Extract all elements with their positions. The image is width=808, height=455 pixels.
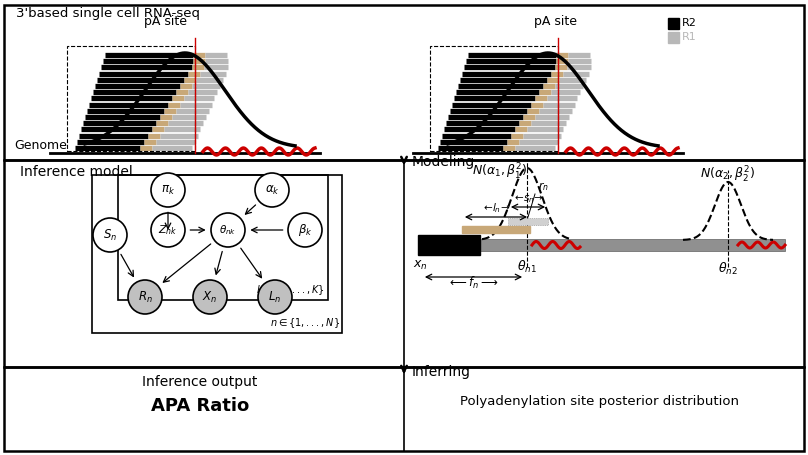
Text: R1: R1 <box>682 32 696 42</box>
Text: pA site: pA site <box>533 15 576 28</box>
Text: $\alpha_k$: $\alpha_k$ <box>264 183 280 197</box>
Text: APA Ratio: APA Ratio <box>151 397 249 415</box>
Bar <box>668 32 679 43</box>
Text: R2: R2 <box>682 18 696 28</box>
Circle shape <box>288 213 322 247</box>
Circle shape <box>211 213 245 247</box>
Bar <box>668 18 679 29</box>
Text: $\theta_{nk}$: $\theta_{nk}$ <box>219 223 237 237</box>
Text: $n \in \{1,...,N\}$: $n \in \{1,...,N\}$ <box>270 316 340 330</box>
Bar <box>4 160 804 367</box>
Text: $Z_{nk}$: $Z_{nk}$ <box>158 223 178 237</box>
Text: $R_n$: $R_n$ <box>137 289 153 304</box>
Text: $L_n$: $L_n$ <box>268 289 282 304</box>
Text: $\leftarrow\!l_n\!\rightarrow$: $\leftarrow\!l_n\!\rightarrow$ <box>482 201 511 215</box>
Text: $N(\alpha_1, \beta_1^2)$: $N(\alpha_1, \beta_1^2)$ <box>472 162 528 182</box>
Circle shape <box>255 173 289 207</box>
Circle shape <box>193 280 227 314</box>
Circle shape <box>151 173 185 207</box>
Circle shape <box>151 213 185 247</box>
Bar <box>118 175 328 300</box>
Text: $\pi_k$: $\pi_k$ <box>161 183 175 197</box>
Circle shape <box>258 280 292 314</box>
Text: $x_n$: $x_n$ <box>413 259 427 272</box>
Bar <box>418 235 480 255</box>
Bar <box>4 367 804 451</box>
Text: pA site: pA site <box>144 15 187 28</box>
Circle shape <box>93 218 127 252</box>
Circle shape <box>128 280 162 314</box>
Bar <box>4 5 804 160</box>
Text: Inferring: Inferring <box>412 365 471 379</box>
Text: $X_n$: $X_n$ <box>202 289 217 304</box>
Bar <box>462 226 530 233</box>
Bar <box>430 46 558 151</box>
Text: $k \in \{1,...,K\}$: $k \in \{1,...,K\}$ <box>256 283 325 297</box>
Bar <box>67 46 195 151</box>
Text: Inference output: Inference output <box>142 375 258 389</box>
Text: $N(\alpha_2, \beta_2^2)$: $N(\alpha_2, \beta_2^2)$ <box>701 165 755 185</box>
Text: $\leftarrow\!s_n\!\rightarrow$: $\leftarrow\!s_n\!\rightarrow$ <box>512 193 544 205</box>
Text: Modeling: Modeling <box>412 155 475 169</box>
Text: $\theta_{n1}$: $\theta_{n1}$ <box>517 259 537 275</box>
Text: $r_n$: $r_n$ <box>538 180 549 193</box>
Bar <box>480 239 785 251</box>
Text: Inference model: Inference model <box>20 165 133 179</box>
Text: $S_n$: $S_n$ <box>103 228 117 243</box>
Text: Polyadenylation site posterior distribution: Polyadenylation site posterior distribut… <box>461 395 739 408</box>
Text: $\beta_k$: $\beta_k$ <box>297 222 312 238</box>
Text: $\longleftarrow f_n \longrightarrow$: $\longleftarrow f_n \longrightarrow$ <box>447 275 499 291</box>
Bar <box>92 175 342 333</box>
Bar <box>508 218 548 225</box>
Text: Genome: Genome <box>14 139 67 152</box>
Text: 3'based single cell RNA-seq: 3'based single cell RNA-seq <box>16 7 200 20</box>
Text: $\theta_{n2}$: $\theta_{n2}$ <box>718 261 738 277</box>
